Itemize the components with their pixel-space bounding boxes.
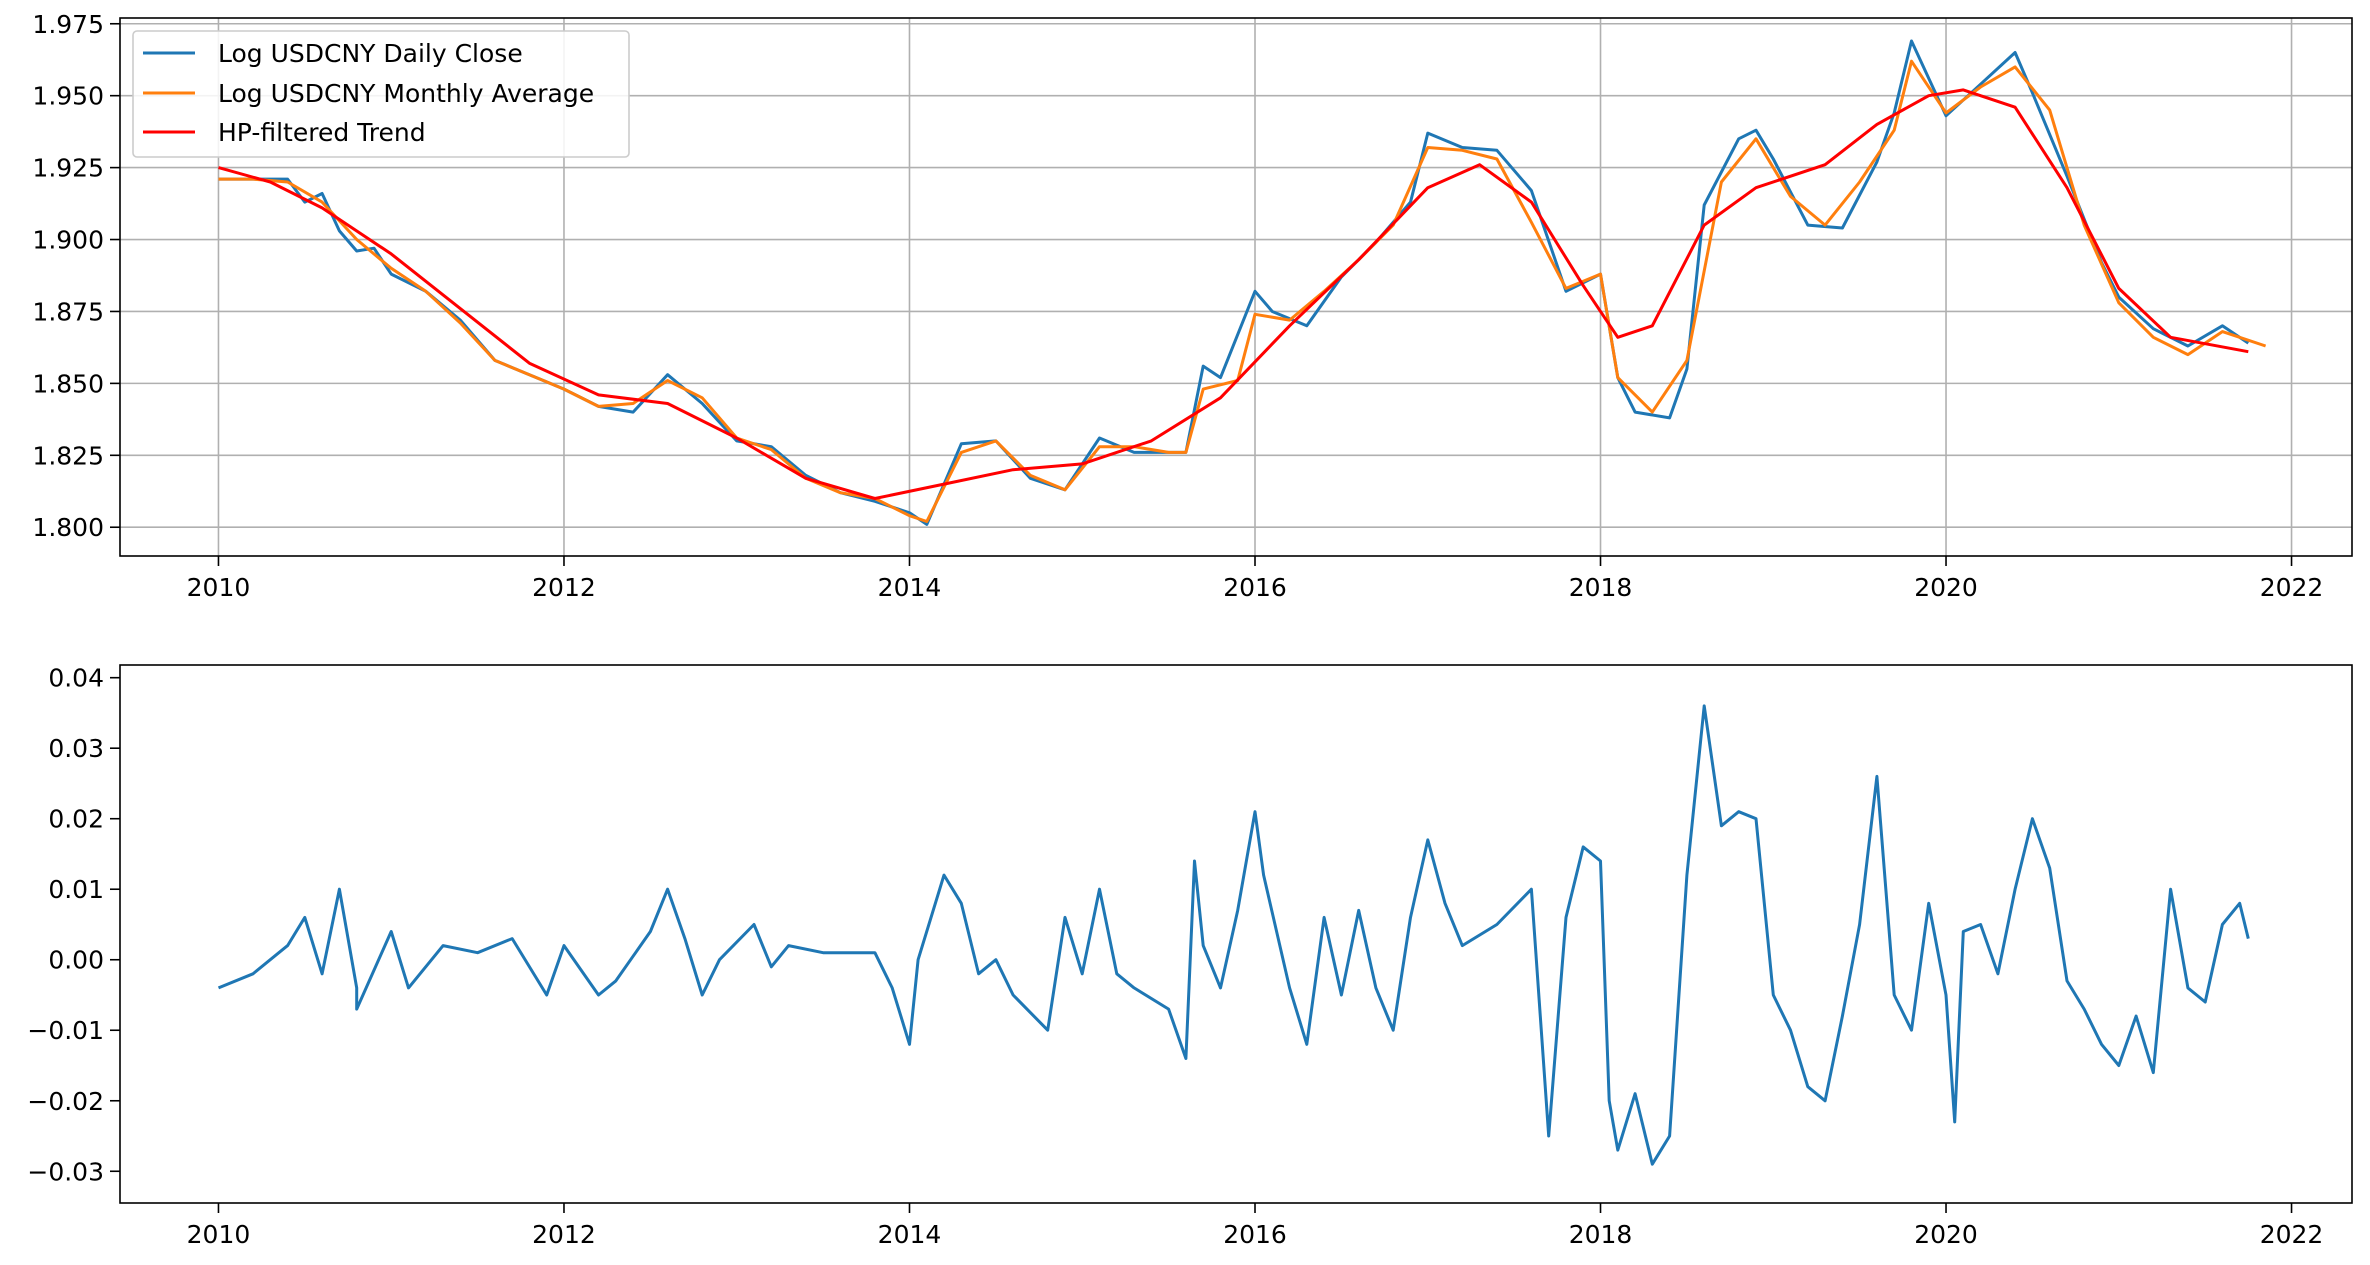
top-y-tick-label: 1.825 xyxy=(32,441,104,470)
top-series-group xyxy=(218,39,2267,526)
top-y-tick-label: 1.875 xyxy=(32,297,104,326)
bottom-y-tick-label: 0.00 xyxy=(48,946,104,975)
legend: Log USDCNY Daily Close Log USDCNY Monthl… xyxy=(132,30,630,158)
top-y-tick-label: 1.950 xyxy=(32,82,104,111)
top-x-tick-label: 2018 xyxy=(1569,573,1633,602)
top-y-tick-label: 1.800 xyxy=(32,513,104,542)
bottom-x-tick-label: 2020 xyxy=(1914,1220,1978,1249)
bottom-y-tick-label: 0.04 xyxy=(48,664,104,693)
bottom-chart: 2010 2012 2014 2016 2018 2020 2022 −0.03 −0.02 −0… xyxy=(27,664,2353,1249)
bottom-y-tick-label: −0.01 xyxy=(27,1016,104,1045)
top-ticks: 2010 2012 2014 2016 2018 2020 2022 1.800 1.825 1.… xyxy=(32,10,2323,602)
top-x-tick-label: 2012 xyxy=(532,573,596,602)
top-axes-frame xyxy=(119,17,2353,557)
bottom-axes-frame xyxy=(119,664,2353,1204)
top-x-tick-label: 2014 xyxy=(878,573,942,602)
top-series-hp-filtered-trend xyxy=(218,88,2249,500)
bottom-series-series xyxy=(217,704,2250,1166)
top-y-tick-label: 1.925 xyxy=(32,154,104,183)
top-y-tick-label: 1.975 xyxy=(32,10,104,39)
top-y-tick-label: 1.900 xyxy=(32,226,104,255)
bottom-ticks: 2010 2012 2014 2016 2018 2020 2022 −0.03 −0.02 −0… xyxy=(27,664,2323,1249)
top-x-tick-label: 2010 xyxy=(187,573,251,602)
top-x-tick-label: 2016 xyxy=(1223,573,1287,602)
top-x-tick-label: 2020 xyxy=(1914,573,1978,602)
top-chart: 2010 2012 2014 2016 2018 2020 2022 1.800 1.825 1.… xyxy=(32,10,2353,602)
top-y-tick-label: 1.850 xyxy=(32,369,104,398)
bottom-x-tick-label: 2016 xyxy=(1223,1220,1287,1249)
bottom-y-tick-label: 0.01 xyxy=(48,875,104,904)
top-series-log-usdcny-daily-close xyxy=(218,39,2250,526)
legend-box xyxy=(132,30,630,158)
top-x-tick-label: 2022 xyxy=(2260,573,2324,602)
bottom-x-tick-label: 2014 xyxy=(878,1220,942,1249)
bottom-series-group xyxy=(217,704,2250,1166)
bottom-x-tick-label: 2022 xyxy=(2260,1220,2324,1249)
bottom-y-tick-label: −0.03 xyxy=(27,1157,104,1186)
bottom-x-tick-label: 2010 xyxy=(187,1220,251,1249)
bottom-y-tick-label: 0.02 xyxy=(48,805,104,834)
bottom-x-tick-label: 2018 xyxy=(1569,1220,1633,1249)
legend-label-daily: Log USDCNY Daily Close xyxy=(218,39,523,68)
legend-label-trend: HP-filtered Trend xyxy=(218,118,426,147)
bottom-y-tick-label: 0.03 xyxy=(48,734,104,763)
legend-label-monthly: Log USDCNY Monthly Average xyxy=(218,79,594,108)
bottom-x-tick-label: 2012 xyxy=(532,1220,596,1249)
bottom-y-tick-label: −0.02 xyxy=(27,1087,104,1116)
